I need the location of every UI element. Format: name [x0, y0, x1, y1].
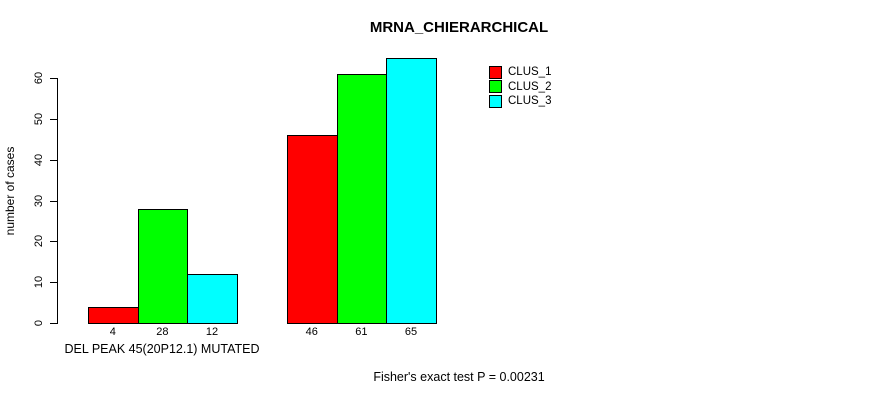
legend-swatch-icon [489, 94, 502, 108]
bar-clus_3-group2 [386, 57, 437, 324]
y-tick [50, 119, 57, 120]
y-tick-label: 20 [33, 235, 45, 248]
y-tick-label: 60 [33, 72, 45, 85]
legend-item: CLUS_2 [489, 80, 551, 95]
y-tick [50, 282, 57, 284]
bar-value-label: 65 [404, 326, 418, 338]
bar-clus_1-group1 [88, 306, 139, 324]
bar-value-label: 28 [156, 326, 169, 338]
y-tick [50, 323, 57, 324]
y-tick-label: 30 [33, 194, 45, 207]
y-tick [50, 78, 57, 80]
bar-clus_3-group1 [187, 274, 238, 324]
bar-clus_1-group2 [287, 135, 338, 324]
y-tick-label: 50 [33, 112, 45, 126]
legend-swatch-icon [489, 65, 502, 79]
bar-value-label: 46 [305, 326, 318, 338]
y-axis-label: number of cases [3, 146, 17, 236]
bar-value-label: 61 [355, 326, 368, 338]
legend-label: CLUS_3 [508, 95, 552, 108]
y-axis-line [57, 78, 58, 324]
legend-label: CLUS_1 [508, 66, 552, 79]
legend-item: CLUS_1 [489, 65, 551, 80]
y-tick-label: 0 [33, 319, 45, 327]
chart-title: MRNA_CHIERARCHICAL [369, 19, 549, 36]
y-tick-label: 10 [33, 276, 45, 289]
legend: CLUS_1 CLUS_2 CLUS_3 [489, 65, 551, 109]
legend-swatch-icon [489, 80, 502, 94]
bar-value-label: 4 [109, 326, 116, 338]
legend-label: CLUS_2 [508, 80, 552, 93]
x-axis-label: DEL PEAK 45(20P12.1) MUTATED [64, 342, 260, 356]
y-tick [50, 241, 57, 243]
bar-value-label: 12 [205, 326, 219, 338]
y-tick [50, 159, 57, 161]
annotation-text: Fisher's exact test P = 0.00231 [373, 370, 545, 384]
y-tick-label: 40 [33, 153, 45, 166]
bar-clus_2-group1 [137, 208, 189, 324]
legend-item: CLUS_3 [489, 94, 551, 109]
bar-clus_2-group2 [336, 74, 388, 324]
y-tick [50, 200, 57, 202]
